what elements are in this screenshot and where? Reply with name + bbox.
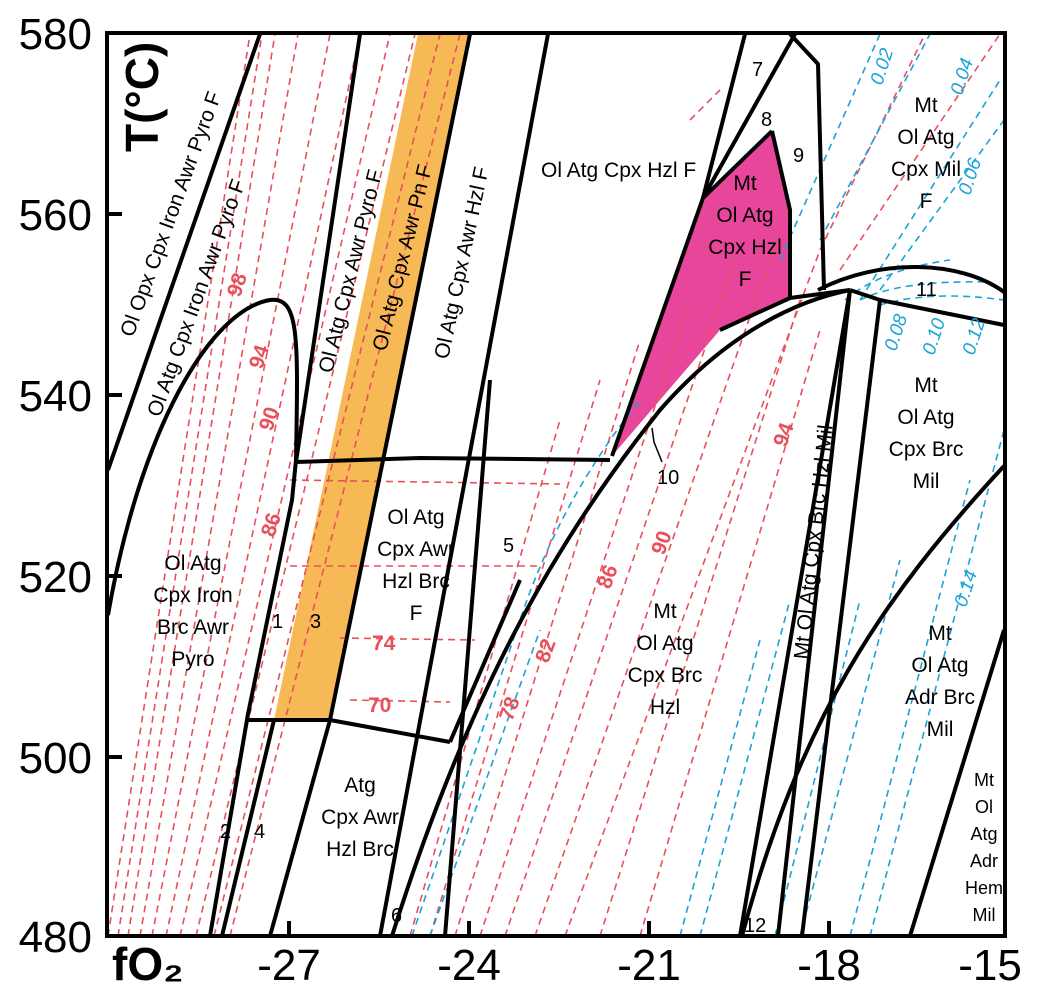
field-label: F — [410, 602, 423, 625]
x-tick-label: -27 — [257, 941, 321, 985]
field-label: Cpx Hzl — [708, 236, 782, 259]
field-labels: Ol Atg Cpx Hzl F Mt Ol Atg Cpx Hzl F Mt … — [153, 94, 1003, 925]
field-label: Cpx Mil — [891, 158, 961, 181]
axis-ticks — [107, 31, 831, 936]
field-label: Mt — [974, 770, 994, 790]
field-label: Cpx Brc — [889, 438, 964, 461]
reaction-boundaries — [107, 33, 1005, 936]
x-axis: fO₂ -27 -24 -21 -18 -15 — [112, 938, 1022, 985]
field-label: Mt — [653, 600, 676, 623]
magenta-field — [612, 131, 790, 456]
y-tick-label: 580 — [19, 10, 92, 59]
field-label: Mil — [927, 718, 954, 741]
red-isopleth-label: 98 — [223, 270, 252, 300]
field-label: Cpx Awr — [377, 538, 455, 561]
field-label: Brc Awr — [157, 616, 229, 639]
field-label: Hzl Brc — [382, 570, 450, 593]
x-tick-label: -21 — [617, 941, 681, 985]
field-label: Ol Atg Cpx Hzl F — [541, 159, 696, 182]
blue-isopleth-label: 0.14 — [951, 568, 982, 610]
field-label: Cpx Iron — [153, 584, 232, 607]
reaction-number: 7 — [752, 59, 763, 81]
y-tick-label: 500 — [19, 734, 92, 783]
field-label: Hzl Brc — [326, 838, 394, 861]
blue-isopleth-label: 0.08 — [881, 311, 913, 353]
blue-isopleth-label: 0.02 — [867, 45, 899, 87]
field-label: Ol Atg — [387, 506, 444, 529]
reaction-number: 2 — [220, 821, 231, 843]
field-label: Mt — [914, 374, 937, 397]
reaction-number: 6 — [391, 905, 402, 927]
reaction-number: 4 — [254, 821, 265, 843]
field-label: Mt — [914, 94, 937, 117]
reaction-number: 10 — [657, 467, 679, 489]
reaction-number: 8 — [761, 109, 772, 131]
y-tick-label: 520 — [19, 553, 92, 602]
field-label: Cpx Brc — [628, 664, 703, 687]
red-isopleth-label: 70 — [368, 694, 391, 717]
red-isopleth-label: 94 — [769, 420, 799, 450]
red-isopleth-label: 86 — [257, 510, 286, 539]
y-tick-label: 480 — [19, 913, 92, 962]
field-label: Mil — [973, 905, 996, 925]
y-tick-label: 560 — [19, 191, 92, 240]
reaction-number: 1 — [272, 611, 283, 633]
reaction-number: 3 — [310, 611, 321, 633]
field-label: Ol Atg — [164, 552, 221, 575]
reaction-number: 12 — [744, 915, 766, 937]
field-label: Pyro — [171, 648, 214, 671]
blue-isopleth-label: 0.04 — [947, 56, 978, 98]
field-label: Ol Atg Cpx Awr Hzl F — [430, 165, 493, 361]
reaction-10-pointer — [651, 427, 663, 463]
field-label: Adr Brc — [905, 686, 975, 709]
field-label: Atg — [344, 774, 376, 797]
field-label: Ol Atg — [716, 204, 773, 227]
field-label: Mt Ol Atg Cpx Brc Hzl Mil — [790, 424, 838, 661]
field-label: Mt — [733, 172, 756, 195]
field-label: Ol Atg — [897, 406, 954, 429]
x-axis-title: fO₂ — [112, 938, 184, 985]
field-label: Hem — [965, 878, 1003, 898]
red-isopleth-label: 86 — [593, 562, 623, 592]
red-isopleth-label: 90 — [255, 404, 284, 433]
field-label: F — [739, 268, 752, 291]
red-isopleth-label: 78 — [495, 694, 525, 724]
field-label: Ol Atg — [636, 632, 693, 655]
field-label: Adr — [970, 851, 998, 871]
reaction-number: 5 — [503, 535, 514, 557]
x-tick-label: -24 — [437, 941, 501, 985]
blue-isopleths — [411, 33, 1005, 936]
field-label: Ol Atg — [911, 654, 968, 677]
plot-frame — [105, 31, 1007, 938]
y-axis-title: T(°C) — [116, 42, 168, 152]
x-tick-label: -18 — [797, 941, 861, 985]
field-label: F — [920, 190, 933, 213]
field-label: Atg — [970, 824, 997, 844]
y-axis: 580 560 540 520 500 480 T(°C) — [19, 10, 168, 962]
y-tick-label: 540 — [19, 372, 92, 421]
reaction-number: 9 — [793, 145, 804, 167]
red-isopleth-label: 94 — [245, 342, 274, 372]
blue-isopleth-label: 0.10 — [919, 315, 951, 357]
field-label: Cpx Awr — [321, 806, 399, 829]
red-isopleth-label: 74 — [372, 632, 396, 655]
field-label: Mil — [913, 470, 940, 493]
reaction-numbers: 1 2 3 4 5 6 7 8 9 10 11 12 — [220, 59, 937, 937]
red-isopleths — [107, 33, 1001, 936]
blue-isopleth-label: 0.12 — [959, 315, 991, 357]
field-label: Mt — [928, 622, 951, 645]
red-isopleth-label: 90 — [647, 528, 677, 558]
x-tick-label: -15 — [958, 941, 1022, 985]
field-label: Hzl — [650, 696, 680, 719]
reaction-number: 11 — [916, 279, 937, 301]
field-label: Ol Atg — [897, 126, 954, 149]
field-label: Ol — [975, 797, 993, 817]
